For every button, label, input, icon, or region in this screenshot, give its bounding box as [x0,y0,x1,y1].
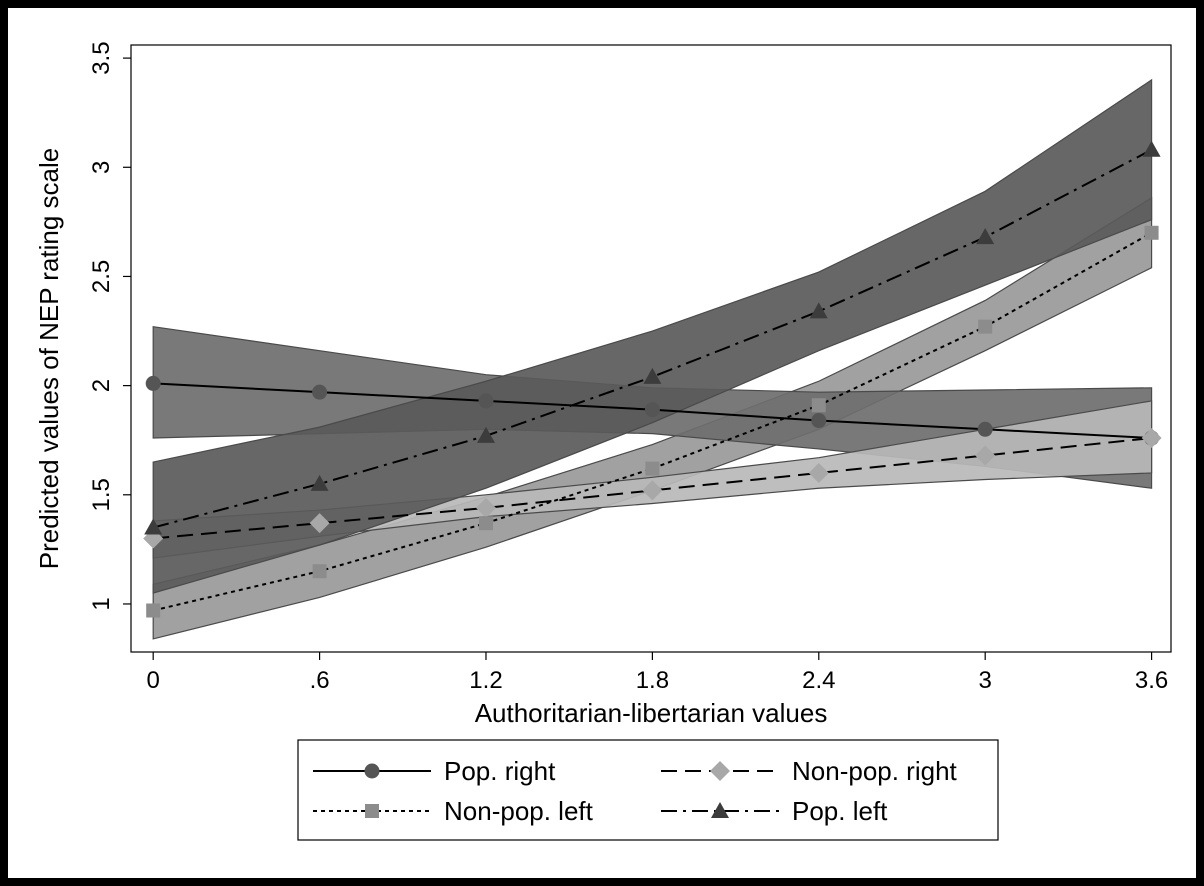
data-point-non-pop-left [978,319,993,334]
chart: 0 .6 1.2 1.8 2.4 3 3.6 1 1.5 2 2.5 3 3.5 Authoritari… [34,41,1172,841]
ci-band-non-pop-right [152,400,1153,559]
data-point-non-pop-left [478,516,493,531]
plot-area-border [130,44,1172,653]
data-point-non-pop-left [1144,225,1159,240]
y-axis-title: Predicted values of NEP rating scale [34,148,64,570]
legend-marker-non-pop-left [365,804,379,818]
data-point-pop-right [145,375,161,391]
ci-band-non-pop-left [152,196,1153,640]
x-tick-label: 2.4 [802,667,835,694]
data-point-pop-right [977,421,993,437]
x-tick-label: .6 [310,667,330,694]
data-point-non-pop-left [146,603,161,618]
y-tick-label: 1.5 [88,478,115,511]
legend-label-non-pop-right: Non-pop. right [792,756,958,786]
data-point-pop-left [643,367,662,384]
data-point-pop-right [478,393,494,409]
data-point-pop-left [809,302,828,319]
y-tick-label: 2.5 [88,260,115,293]
data-point-pop-right [312,384,328,400]
data-point-non-pop-right [1141,428,1162,449]
series-markers [143,140,1162,618]
x-tick-label: 3 [979,667,992,694]
x-tick-label: 0 [147,667,160,694]
data-point-non-pop-right [309,513,330,534]
x-axis-title: Authoritarian-libertarian values [475,698,828,728]
data-point-pop-left [144,518,163,535]
data-point-non-pop-left [811,398,826,413]
data-point-non-pop-right [642,480,663,501]
legend-marker-pop-left [711,802,729,818]
y-tick-label: 3 [88,161,115,174]
data-point-pop-right [644,402,660,418]
data-point-non-pop-left [312,564,327,579]
data-point-pop-left [310,474,329,491]
x-tick-label: 3.6 [1135,667,1168,694]
legend-box [297,739,999,841]
data-point-pop-left [976,228,995,245]
legend-marker-pop-right [364,763,380,779]
data-point-pop-right [811,413,827,429]
x-tick-label: 1.2 [469,667,502,694]
data-point-pop-left [1142,140,1161,157]
legend-label-non-pop-left: Non-pop. left [444,796,594,826]
confidence-bands [152,78,1153,640]
data-point-non-pop-right [975,445,996,466]
y-tick-label: 3.5 [88,41,115,74]
y-tick-label: 1 [88,597,115,610]
legend-label-pop-left: Pop. left [792,796,888,826]
data-point-non-pop-left [645,461,660,476]
axes: 0 .6 1.2 1.8 2.4 3 3.6 1 1.5 2 2.5 3 3.5 [88,41,1168,694]
legend-marker-non-pop-right [710,761,730,781]
y-tick-label: 2 [88,379,115,392]
chart-frame: 0 .6 1.2 1.8 2.4 3 3.6 1 1.5 2 2.5 3 3.5 Authoritari… [8,8,1196,878]
legend: Pop. right Non-pop. right Non-pop. left Pop… [297,739,999,841]
data-point-non-pop-right [808,462,829,483]
legend-label-pop-right: Pop. right [444,756,556,786]
data-point-non-pop-right [475,497,496,518]
data-point-pop-left [476,426,495,443]
x-tick-label: 1.8 [636,667,669,694]
ci-band-pop-left [152,78,1153,594]
